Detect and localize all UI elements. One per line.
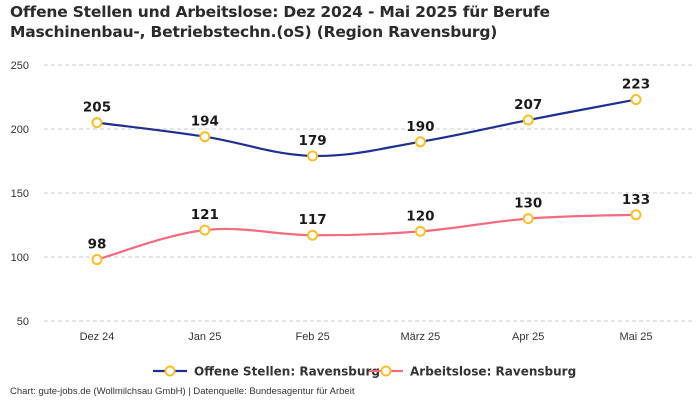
x-axis: Dez 24 Jan 25 Feb 25 März 25 Apr 25 Mai 25 — [80, 331, 653, 343]
data-label: 98 — [88, 237, 107, 253]
data-label: 130 — [514, 196, 542, 212]
legend-item-0: Offene Stellen: Ravensburg — [153, 365, 380, 379]
data-label: 194 — [191, 114, 219, 130]
y-axis: 50 100 150 200 250 — [11, 60, 29, 328]
x-tick-label: Jan 25 — [188, 331, 221, 343]
y-tick-label: 250 — [11, 60, 29, 72]
source-footer: Chart: gute-jobs.de (Wollmilchsau GmbH) … — [10, 386, 355, 397]
data-point — [630, 94, 642, 106]
x-tick-label: März 25 — [401, 331, 441, 343]
data-label: 190 — [406, 119, 434, 135]
legend-label: Arbeitslose: Ravensburg — [410, 365, 576, 379]
y-tick-label: 200 — [11, 124, 29, 136]
data-label: 117 — [299, 212, 327, 228]
chart-title: Offene Stellen und Arbeitslose: Dez 2024… — [10, 3, 550, 41]
series-line-1 — [96, 213, 637, 261]
data-point — [414, 225, 426, 237]
data-label: 133 — [622, 192, 650, 208]
data-point — [307, 150, 319, 162]
data-label: 120 — [406, 208, 434, 224]
data-point — [91, 254, 103, 266]
series-line-0 — [96, 98, 637, 158]
data-labels: 205 194 179 190 207 223 98 121 117 120 130 133 — [83, 77, 650, 253]
data-point — [199, 131, 211, 143]
x-tick-label: Apr 25 — [512, 331, 544, 343]
data-label: 179 — [299, 133, 327, 149]
data-point — [91, 117, 103, 129]
legend-item-1: Arbeitslose: Ravensburg — [369, 365, 576, 379]
data-point — [522, 114, 534, 126]
y-tick-label: 100 — [11, 252, 29, 264]
data-label: 121 — [191, 207, 219, 223]
data-point — [199, 224, 211, 236]
x-tick-label: Mai 25 — [619, 331, 652, 343]
x-tick-label: Dez 24 — [80, 331, 115, 343]
legend-label: Offene Stellen: Ravensburg — [194, 365, 380, 379]
y-tick-label: 50 — [17, 316, 29, 328]
data-point — [630, 209, 642, 221]
series-markers — [91, 94, 642, 266]
data-label: 207 — [514, 97, 542, 113]
data-label: 223 — [622, 77, 650, 93]
legend-marker — [380, 365, 392, 377]
legend: Offene Stellen: Ravensburg Arbeitslose: R… — [153, 365, 576, 379]
y-tick-label: 150 — [11, 188, 29, 200]
data-point — [414, 136, 426, 148]
legend-marker — [164, 365, 176, 377]
gridlines — [44, 64, 692, 322]
series-lines — [96, 98, 637, 261]
data-point — [522, 213, 534, 225]
data-label: 205 — [83, 100, 111, 116]
x-tick-label: Feb 25 — [295, 331, 329, 343]
data-point — [307, 229, 319, 241]
